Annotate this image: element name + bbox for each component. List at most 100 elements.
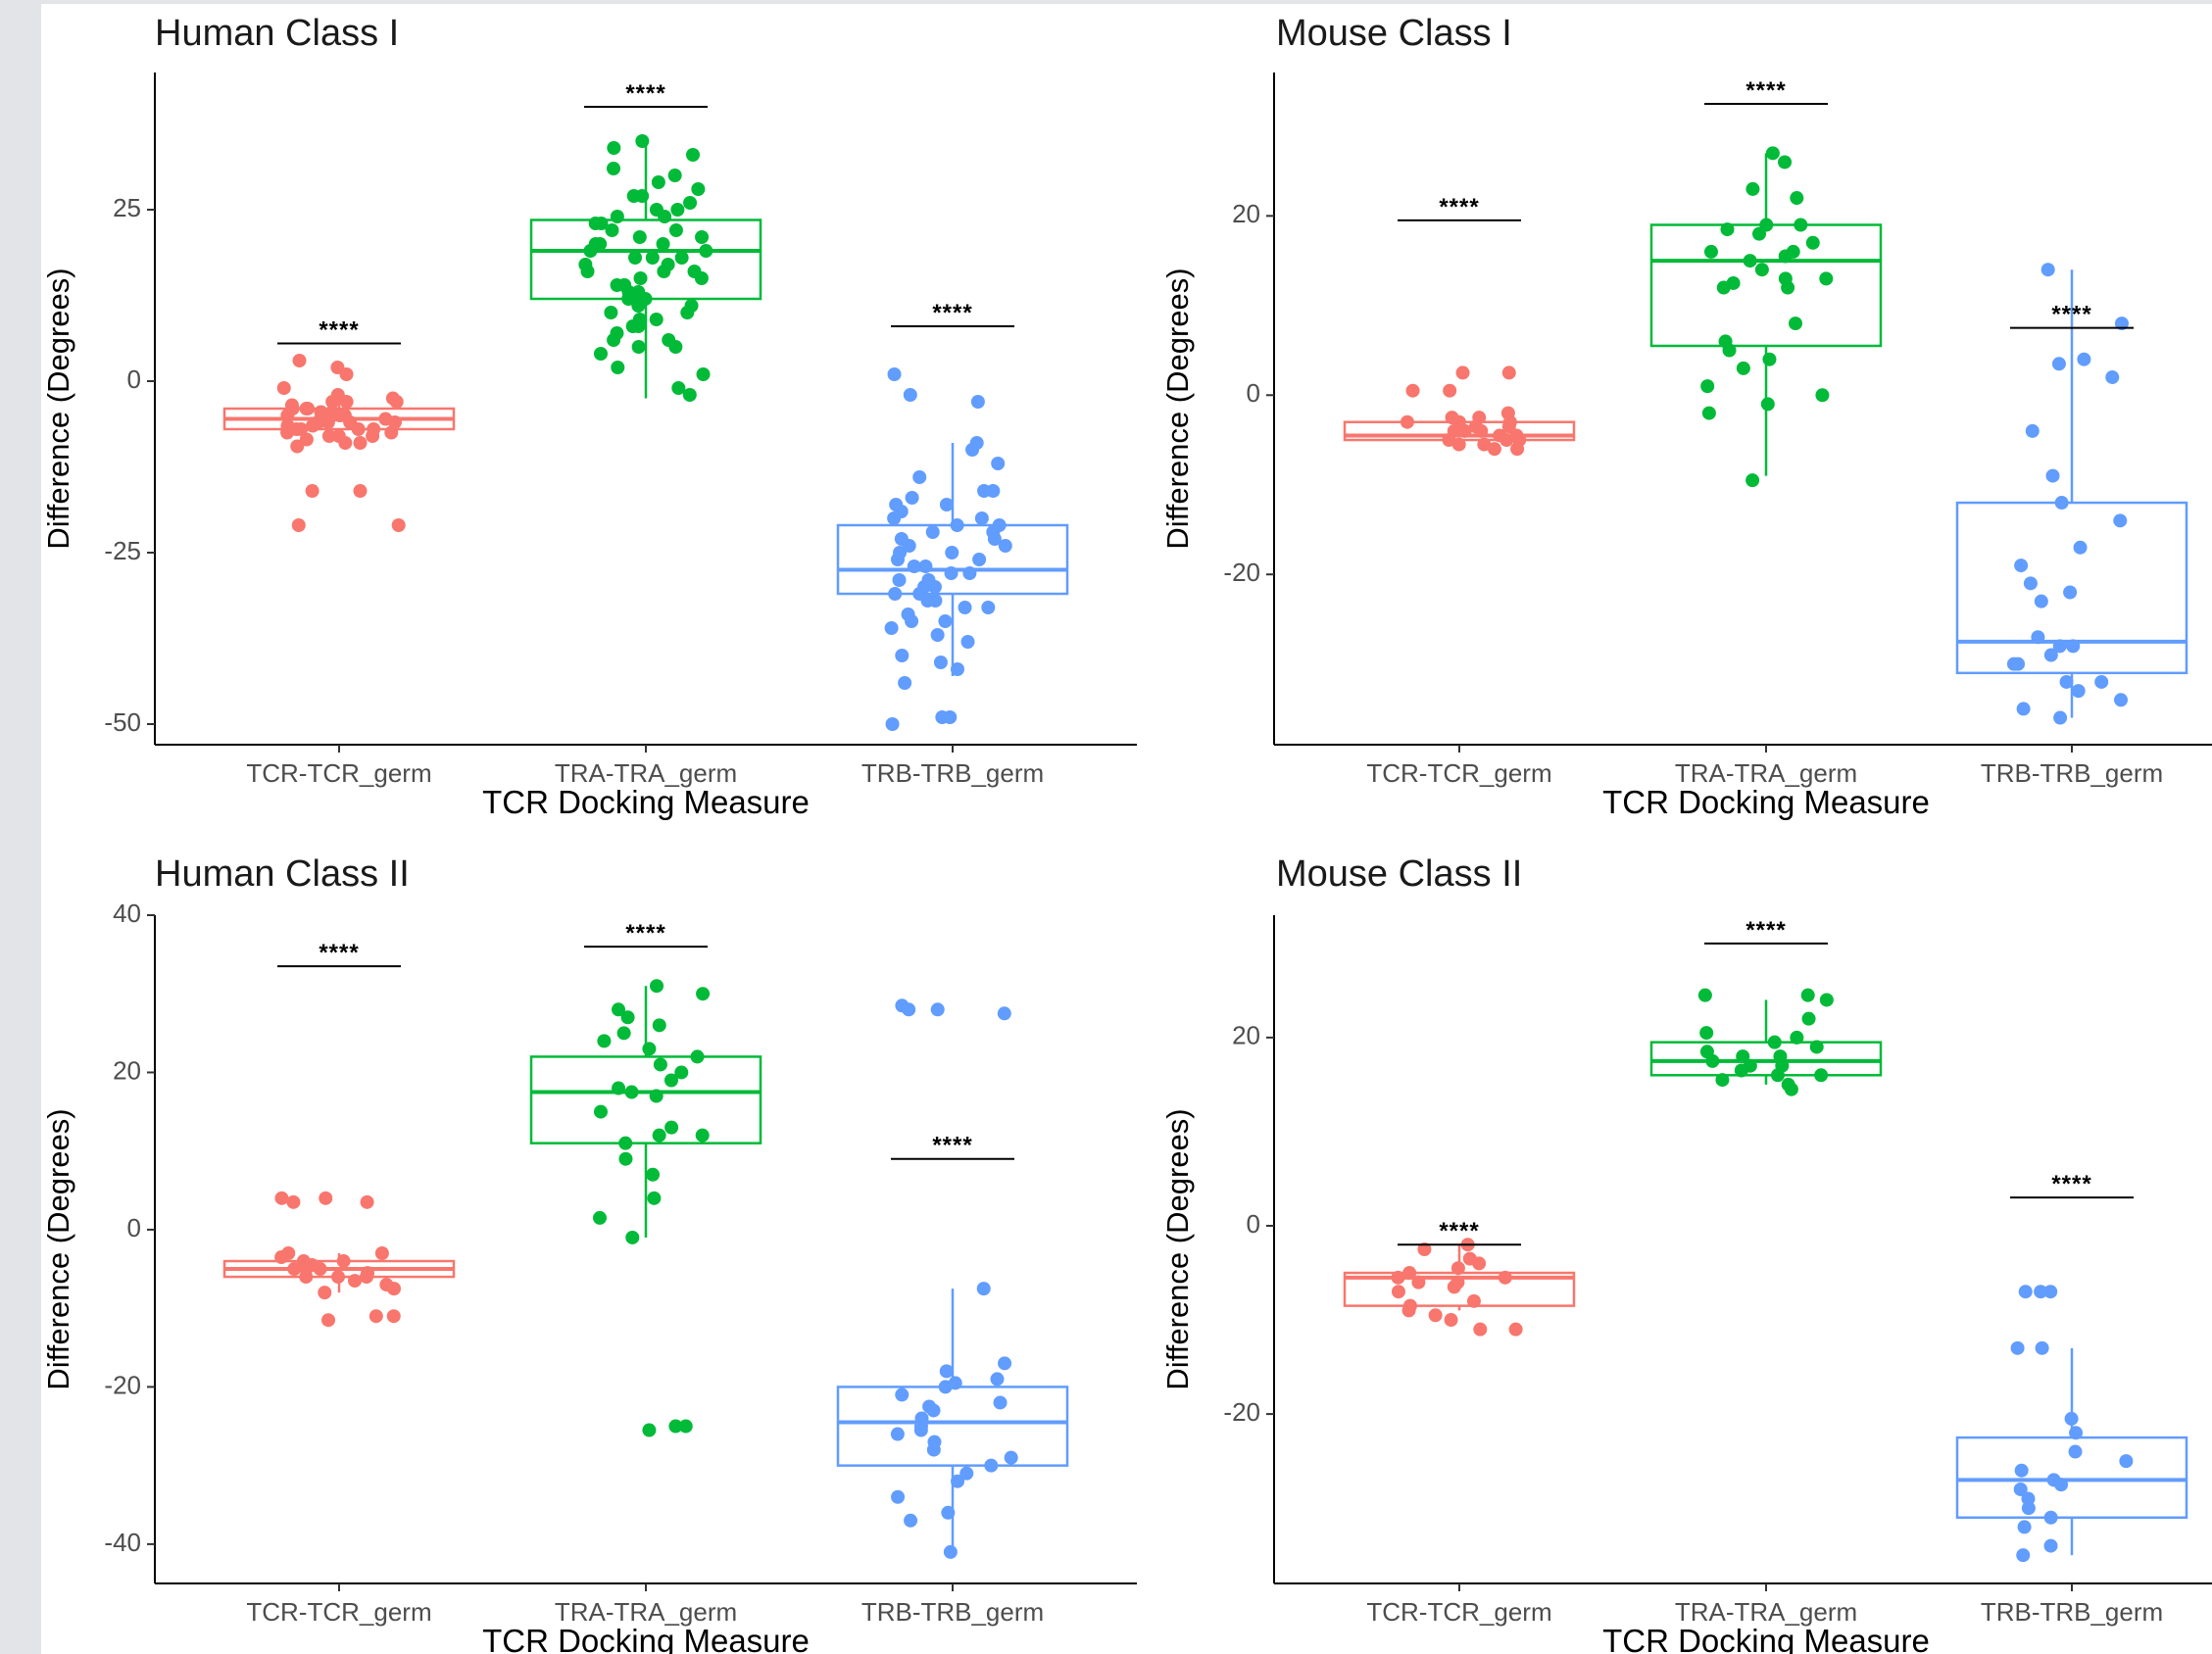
significance-label: **** [932, 1133, 972, 1159]
data-point [904, 1513, 918, 1528]
data-point [642, 1423, 657, 1437]
data-point [2068, 1444, 2083, 1459]
data-point [898, 676, 912, 690]
y-tick-label: 25 [113, 193, 141, 222]
data-point [930, 628, 945, 642]
data-point [1745, 473, 1760, 488]
y-axis-label: Difference (Degrees) [41, 268, 75, 549]
x-tick-label-TRB-TRB_germ: TRB-TRB_germ [1981, 758, 2163, 788]
data-point [2011, 657, 2026, 671]
data-point [618, 1151, 633, 1166]
data-point [895, 1387, 909, 1402]
data-point [894, 532, 909, 546]
data-point [668, 1419, 683, 1434]
data-point [2066, 639, 2081, 654]
significance-label: **** [625, 920, 665, 947]
data-point [1457, 423, 1472, 438]
x-axis-label: TCR Docking Measure [1602, 1623, 1930, 1654]
data-point [607, 141, 621, 155]
data-point [1754, 263, 1769, 277]
data-point [1401, 1303, 1416, 1318]
data-point [1466, 1293, 1481, 1308]
data-point [353, 484, 368, 498]
data-point [699, 244, 713, 258]
x-tick-label-TRB-TRB_germ: TRB-TRB_germ [1981, 1597, 2163, 1627]
y-tick-label: -20 [1223, 558, 1260, 587]
x-tick-label-TRB-TRB_germ: TRB-TRB_germ [861, 758, 1044, 788]
data-point [1819, 993, 1834, 1007]
data-point [2035, 1340, 2049, 1355]
data-point [893, 546, 908, 559]
data-point [631, 340, 646, 354]
data-point [905, 614, 919, 628]
data-point [374, 1246, 389, 1261]
data-point [593, 347, 608, 361]
figure-canvas: Human Class I -50 -25 0 25 Difference (Degree… [41, 4, 2212, 1654]
data-point [313, 1262, 327, 1277]
y-tick-label: 0 [127, 1213, 141, 1242]
data-point [933, 656, 948, 669]
data-point [907, 559, 921, 573]
data-point [583, 244, 598, 258]
data-point [918, 559, 933, 573]
data-point [369, 1309, 383, 1324]
data-point [1700, 379, 1715, 394]
data-point [1508, 1322, 1523, 1337]
data-point [1778, 155, 1793, 170]
panel-title: Mouse Class I [1276, 13, 1512, 54]
y-tick-label: 0 [127, 365, 141, 394]
box-TRB-TRB_germ [1955, 501, 2188, 675]
data-point [347, 1274, 362, 1289]
data-point [1736, 361, 1750, 375]
x-tick-label-TRB-TRB_germ: TRB-TRB_germ [861, 1597, 1044, 1627]
data-point [325, 395, 340, 409]
data-point [945, 546, 959, 559]
data-point [2113, 513, 2128, 528]
data-point [887, 367, 902, 381]
data-point [578, 258, 593, 271]
data-point [690, 1049, 705, 1064]
data-point [1743, 254, 1757, 268]
data-point [987, 532, 1002, 546]
data-point [652, 1128, 666, 1143]
significance-label: **** [2051, 302, 2091, 328]
data-point [892, 573, 907, 587]
data-point [2053, 710, 2068, 725]
data-point [895, 649, 909, 662]
data-point [695, 1128, 710, 1143]
data-point [286, 1194, 301, 1209]
data-point [1701, 406, 1716, 420]
data-point [1778, 249, 1793, 264]
data-point [921, 573, 936, 587]
data-point [948, 1376, 962, 1390]
data-point [1445, 411, 1459, 425]
data-point [671, 381, 686, 395]
data-point [1451, 437, 1466, 452]
data-point [1805, 235, 1820, 250]
y-tick-label: -20 [104, 1370, 141, 1399]
y-tick-label: 20 [1232, 1021, 1260, 1050]
data-point [2052, 639, 2067, 654]
data-point [974, 511, 989, 525]
data-point [605, 223, 619, 237]
data-point [903, 388, 917, 402]
data-point [318, 1286, 332, 1300]
data-point [2025, 423, 2040, 438]
data-point [2069, 1426, 2084, 1440]
data-point [1800, 988, 1815, 1002]
data-point [593, 237, 608, 251]
data-point [632, 230, 647, 244]
data-point [664, 1120, 679, 1135]
data-point [321, 1313, 336, 1328]
box-TRA-TRA_germ [529, 219, 762, 301]
data-point [1498, 1270, 1512, 1285]
chart-panel-1: Human Class I -50 -25 0 25 Difference (Degree… [41, 13, 1137, 820]
data-point [607, 333, 621, 347]
data-point [1391, 1270, 1405, 1285]
data-point [977, 484, 992, 498]
data-point [1788, 316, 1802, 331]
data-point [330, 361, 345, 374]
data-point [959, 1466, 974, 1481]
data-point [941, 1505, 956, 1520]
x-tick-label-TCR-TCR_germ: TCR-TCR_germ [246, 758, 431, 788]
